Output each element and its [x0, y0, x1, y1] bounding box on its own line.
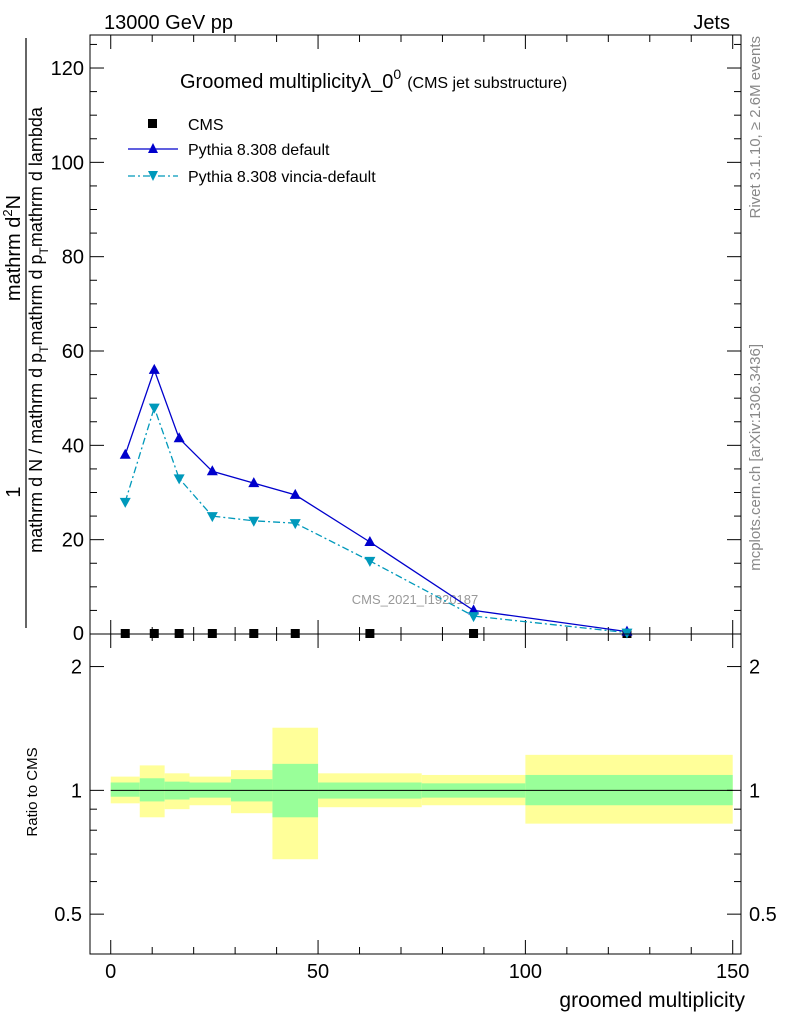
data-point-vincia	[289, 519, 301, 530]
energy-label: 13000 GeV pp	[104, 12, 233, 34]
watermark: CMS_2021_I1920187	[352, 592, 479, 607]
chart-title-note: (CMS jet substructure)	[407, 75, 567, 92]
upper-y-tick-labels: 20 40 60 80 100 120 0	[51, 58, 84, 645]
lower-axis-ticks	[90, 634, 741, 954]
upper-y-tick-label: 20	[62, 530, 84, 552]
data-point-default	[148, 363, 160, 374]
chart-title-sup: 0	[393, 66, 401, 82]
ratio-band-inner	[110, 782, 140, 797]
x-tick-label: 150	[716, 961, 749, 983]
data-point-default	[468, 604, 480, 615]
data-point-vincia	[468, 612, 480, 623]
legend-label-vincia: Pythia 8.308 vincia-default	[188, 169, 376, 186]
data-point-default	[289, 488, 301, 499]
ratio-y-tick-label-left: 0.5	[54, 904, 82, 926]
upper-y-tick-label: 100	[51, 152, 84, 174]
ylabel-den-b: mathrm d p	[26, 254, 46, 345]
legend-label-cms: CMS	[188, 117, 224, 134]
ratio-band-inner	[139, 778, 165, 802]
data-point-default	[173, 432, 185, 443]
x-tick-label: 100	[509, 961, 542, 983]
ylabel-numerator: mathrm d2N	[0, 195, 25, 301]
upper-y-label: mathrm d2N 1 mathrm d N / mathrm d pTmat…	[0, 38, 51, 628]
lower-frame	[89, 633, 742, 955]
upper-axis-ticks	[90, 35, 741, 635]
upper-y-tick-label: 40	[62, 435, 84, 457]
data-point-vincia	[364, 556, 376, 567]
ratio-bands	[110, 727, 733, 860]
ratio-panel: 0.5 0.5 1 1 2 2 0 50 100 150 Ratio to CMS groomed…	[24, 633, 777, 1012]
ylabel-num-sup: 2	[0, 209, 15, 216]
ratio-y-tick-label-right: 2	[749, 657, 760, 679]
ratio-y-tick-label-left: 2	[71, 657, 82, 679]
ratio-y-label: Ratio to CMS	[24, 747, 41, 836]
chart-title: Groomed multiplicityλ_00 (CMS jet substru…	[180, 66, 567, 93]
ylabel-one: 1	[3, 486, 25, 497]
legend-label-default: Pythia 8.308 default	[188, 142, 330, 159]
legend-marker-vincia	[148, 171, 158, 181]
ylabel-den-c: mathrm d lambda	[26, 106, 46, 247]
site-label: mcplots.cern.ch [arXiv:1306.3436]	[747, 344, 764, 571]
ylabel-den-a: mathrm d N / mathrm d p	[26, 353, 46, 553]
data-point-vincia	[119, 497, 131, 508]
x-axis-label: groomed multiplicity	[559, 989, 745, 1012]
legend-marker-cms	[148, 119, 157, 128]
data-point-default	[119, 448, 131, 459]
rivet-label: Rivet 3.1.10, ≥ 2.6M events	[747, 36, 764, 219]
chart-title-main: Groomed multiplicityλ_0	[180, 71, 393, 93]
ylabel-den-b-sub: T	[37, 246, 51, 254]
upper-y-tick-label-zero: 0	[73, 623, 84, 645]
ylabel-den-a-sub: T	[37, 345, 51, 353]
ratio-y-tick-label-right: 1	[749, 780, 760, 802]
x-tick-label: 0	[105, 961, 116, 983]
data-point-vincia	[148, 403, 160, 414]
lower-tick-labels: 0.5 0.5 1 1 2 2 0 50 100 150	[54, 657, 777, 983]
legend-marker-default	[148, 143, 158, 153]
process-label: Jets	[693, 12, 730, 34]
upper-y-tick-label: 80	[62, 247, 84, 269]
data-point-default	[206, 465, 218, 476]
data-point-default	[364, 536, 376, 547]
upper-y-tick-label: 120	[51, 58, 84, 80]
ratio-y-tick-label-right: 0.5	[749, 904, 777, 926]
x-tick-label: 50	[307, 961, 329, 983]
data-point-vincia	[206, 512, 218, 523]
data-point-default	[248, 477, 260, 488]
data-point-vincia	[248, 516, 260, 527]
ylabel-num-end: N	[3, 195, 25, 209]
upper-y-tick-label: 60	[62, 341, 84, 363]
ylabel-denominator: mathrm d N / mathrm d pTmathrm d pTmathr…	[26, 106, 51, 553]
ratio-y-tick-label-left: 1	[71, 780, 82, 802]
legend: CMS Pythia 8.308 default Pythia 8.308 vi…	[128, 117, 376, 186]
data-point-vincia	[173, 474, 185, 485]
ylabel-num-top: mathrm d	[3, 217, 25, 301]
